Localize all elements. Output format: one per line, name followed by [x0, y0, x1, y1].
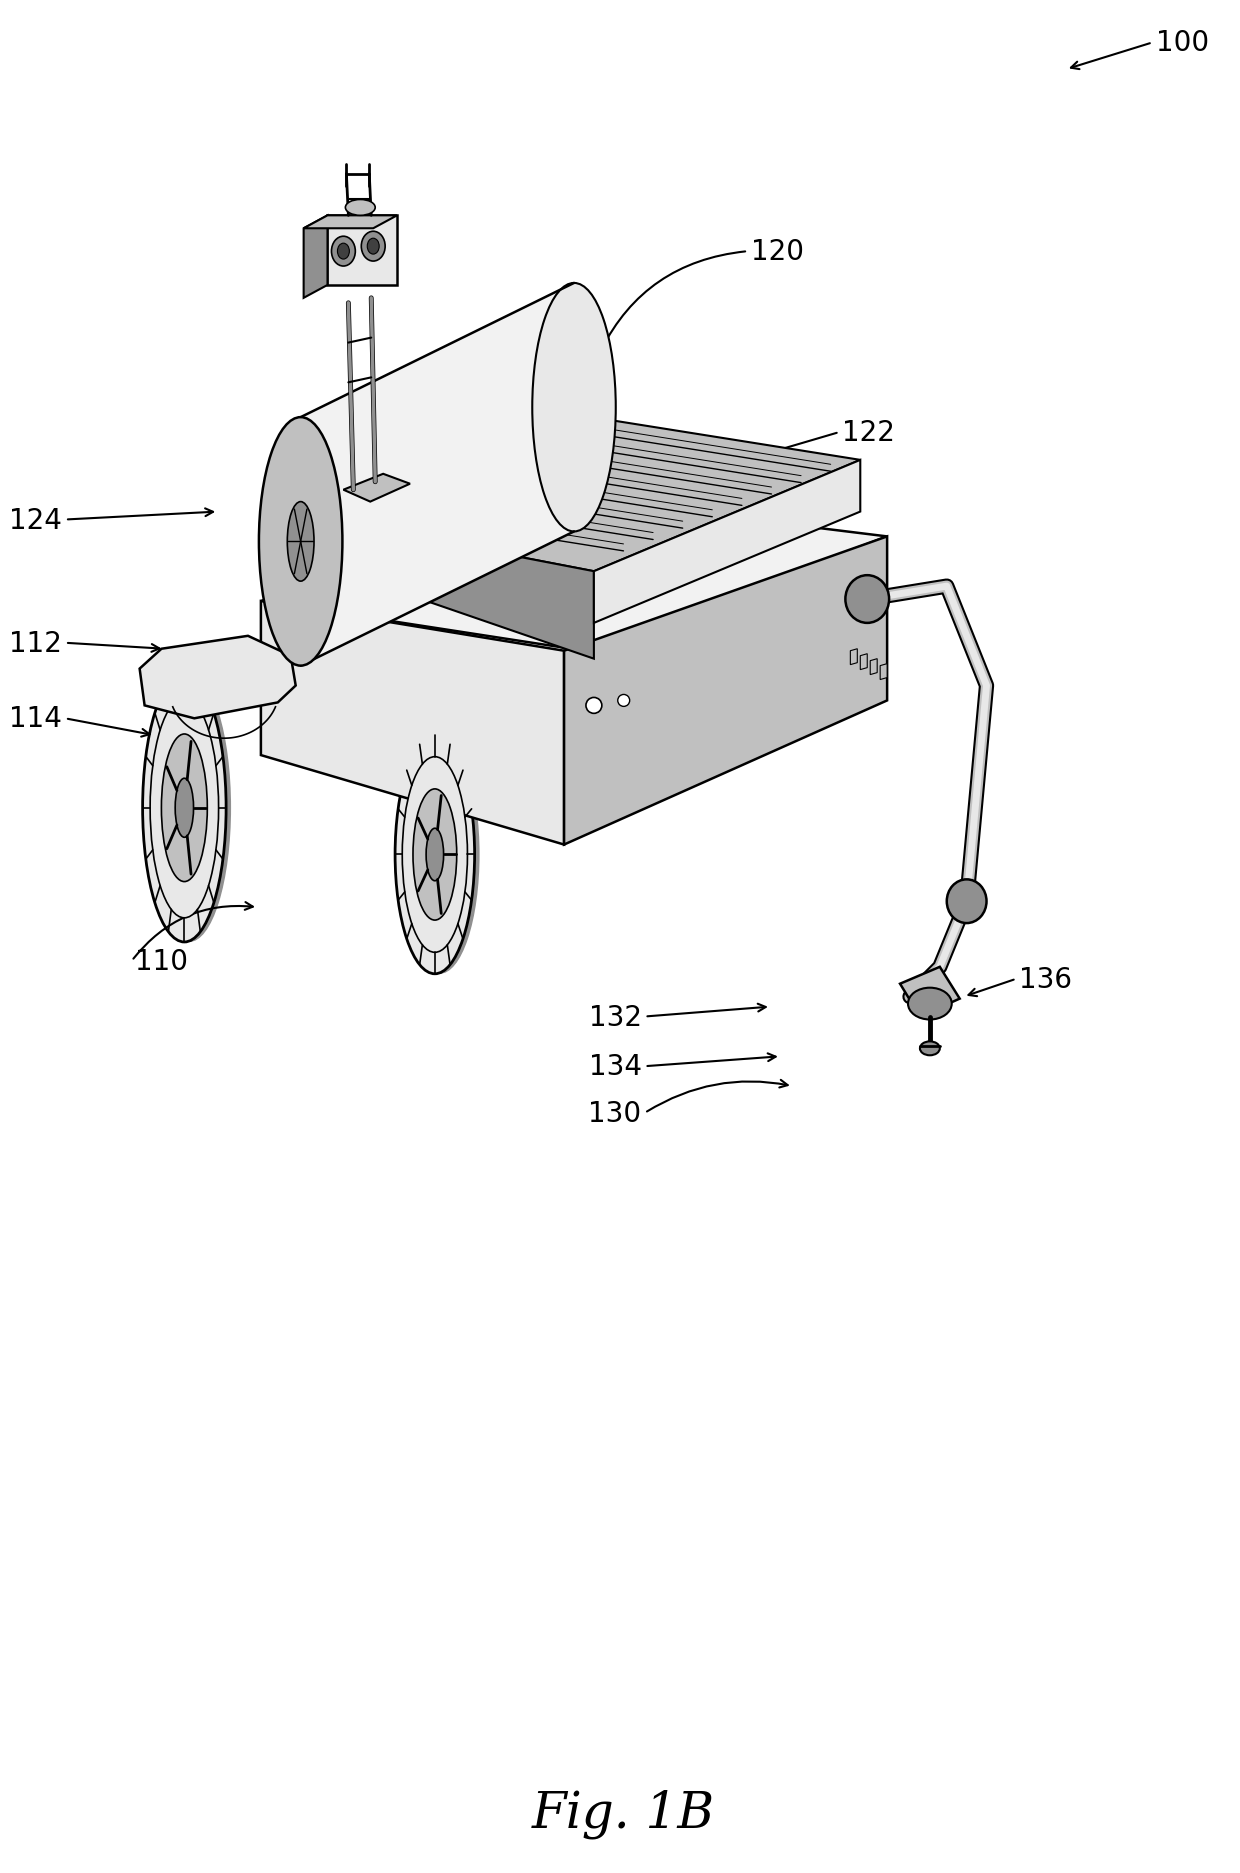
Text: Fig. 1B: Fig. 1B [532, 1789, 715, 1839]
Ellipse shape [259, 418, 342, 667]
Ellipse shape [150, 699, 218, 918]
Text: 132: 132 [589, 1002, 641, 1030]
Ellipse shape [337, 243, 350, 260]
Text: 134: 134 [589, 1053, 641, 1081]
Polygon shape [900, 966, 960, 1017]
Ellipse shape [331, 238, 356, 266]
Ellipse shape [161, 734, 207, 882]
Text: 136: 136 [1019, 965, 1073, 993]
Ellipse shape [427, 830, 444, 882]
Ellipse shape [587, 699, 601, 714]
Ellipse shape [908, 989, 952, 1021]
Ellipse shape [144, 674, 227, 942]
Text: 114: 114 [9, 704, 62, 732]
Ellipse shape [396, 736, 475, 974]
Ellipse shape [175, 779, 193, 837]
Polygon shape [343, 474, 410, 502]
Text: 122: 122 [842, 420, 895, 448]
Ellipse shape [920, 1041, 940, 1056]
Polygon shape [300, 285, 574, 667]
Polygon shape [564, 538, 887, 845]
Polygon shape [304, 215, 397, 229]
Ellipse shape [398, 736, 477, 974]
Ellipse shape [401, 736, 480, 974]
Ellipse shape [288, 502, 314, 583]
Polygon shape [260, 601, 564, 845]
Ellipse shape [846, 575, 889, 624]
Ellipse shape [399, 736, 479, 974]
Text: 130: 130 [589, 1099, 641, 1128]
Ellipse shape [618, 695, 630, 706]
Ellipse shape [413, 789, 456, 922]
Polygon shape [861, 654, 867, 671]
Polygon shape [870, 659, 877, 674]
Polygon shape [327, 215, 397, 287]
Text: 112: 112 [9, 629, 62, 657]
Polygon shape [880, 665, 887, 680]
Ellipse shape [143, 674, 226, 942]
Text: 110: 110 [135, 948, 187, 976]
Text: 100: 100 [1156, 30, 1209, 58]
Polygon shape [260, 498, 887, 652]
Polygon shape [326, 418, 861, 571]
Polygon shape [140, 637, 295, 719]
Ellipse shape [947, 880, 987, 923]
Ellipse shape [148, 674, 231, 942]
Polygon shape [851, 650, 857, 665]
Ellipse shape [145, 674, 228, 942]
Polygon shape [304, 215, 327, 298]
Ellipse shape [367, 240, 379, 255]
Text: 120: 120 [751, 238, 804, 266]
Text: 124: 124 [9, 506, 62, 534]
Polygon shape [326, 521, 594, 659]
Ellipse shape [346, 200, 376, 215]
Ellipse shape [532, 285, 616, 532]
Ellipse shape [361, 232, 386, 262]
Polygon shape [594, 461, 861, 624]
Ellipse shape [397, 736, 476, 974]
Ellipse shape [146, 674, 231, 942]
Ellipse shape [402, 757, 467, 953]
Ellipse shape [396, 736, 476, 974]
Ellipse shape [145, 674, 229, 942]
